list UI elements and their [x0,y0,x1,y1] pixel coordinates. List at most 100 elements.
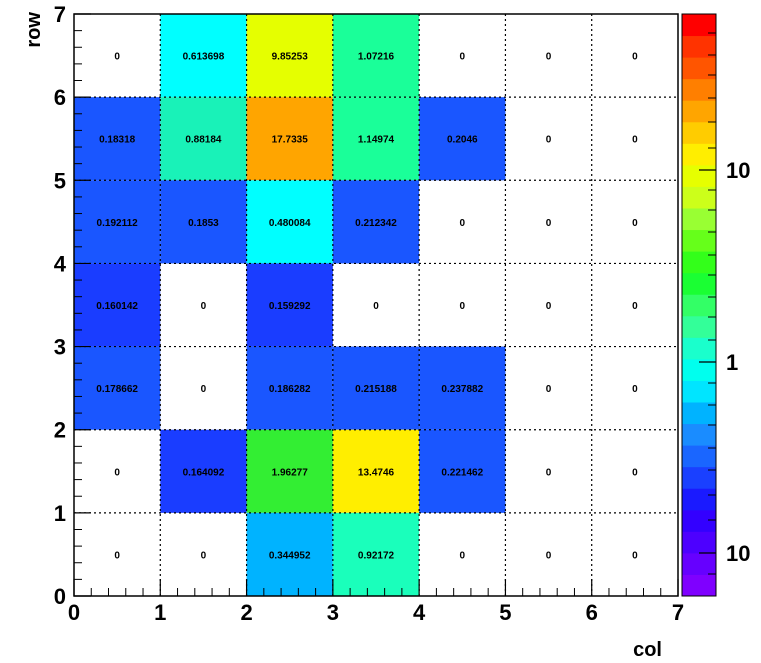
heatmap-cell [419,429,506,513]
colorbar-step [682,294,716,317]
colorbar-step [682,531,716,554]
colorbar-step [682,552,716,575]
cell-value-label: 0 [201,550,207,561]
heatmap-cell [332,346,420,430]
cell-value-label: 0 [632,467,638,478]
heatmap-cell [160,429,247,513]
heatmap-cell [246,346,333,430]
cell-value-label: 0 [546,52,552,63]
cell-value-label: 0.88184 [185,135,222,146]
cell-value-label: 0 [201,384,207,395]
heatmap-cell [160,14,247,98]
cell-value-label: 0 [546,135,552,146]
x-tick-label: 2 [240,600,252,625]
cell-value-label: 9.85253 [272,52,309,63]
colorbar-tick-label: 1 [726,350,738,375]
cell-value-label: 0 [546,467,552,478]
y-tick-label: 4 [54,251,67,276]
cell-value-label: 0.613698 [183,52,225,63]
heatmap-cell [246,180,333,264]
heatmap-cell [246,263,333,347]
cell-value-label: 0 [460,550,466,561]
cell-value-labels: 0 0.613698 9.85253 1.07216 0 0 0 0.18318 0.88184… [96,52,638,562]
x-tick-label: 5 [499,600,511,625]
cell-value-label: 0.480084 [269,218,311,229]
heatmap-cell [246,429,333,513]
heatmap-cell [246,512,333,596]
cell-value-label: 0.344952 [269,550,311,561]
x-axis-title: col [633,639,662,661]
cell-value-label: 0.221462 [441,467,483,478]
colorbar-step [682,509,716,532]
cell-value-label: 0 [460,218,466,229]
colorbar-step [682,488,716,511]
cell-value-label: 0 [632,384,638,395]
cell-value-label: 0 [114,52,120,63]
cell-value-label: 0.186282 [269,384,311,395]
heatmap-cell [332,180,420,264]
x-tick-label: 4 [413,600,426,625]
y-axis-title: row [23,12,45,48]
cell-value-label: 0.18318 [99,135,136,146]
cell-value-label: 0.215188 [355,384,397,395]
colorbar-step [682,57,716,80]
y-tick-label: 7 [54,2,66,27]
colorbar-step [682,272,716,295]
cell-value-label: 0 [632,301,638,312]
color-scale-bar: 10 1 10 [681,13,750,597]
heatmap-cell [332,97,420,181]
heatmap-cell [419,346,506,430]
heatmap-cell [74,97,161,181]
cell-value-label: 1.07216 [358,52,395,63]
y-tick-label: 5 [54,168,66,193]
cell-value-label: 0 [114,467,120,478]
plot-frame [73,13,679,597]
colorbar-step [682,423,716,446]
cell-value-label: 17.7335 [272,135,309,146]
y-tick-label: 0 [54,584,66,609]
cell-value-label: 0 [460,301,466,312]
colorbar-step [682,402,716,425]
cell-value-label: 0 [632,135,638,146]
heatmap-cell [160,97,247,181]
cell-value-label: 0.159292 [269,301,311,312]
cell-value-label: 0.178662 [96,384,138,395]
cell-value-label: 0.160142 [96,301,138,312]
axis-ticks: 0 1 2 3 4 5 6 7 0 1 2 3 4 5 6 7 [54,2,684,625]
cell-value-label: 0 [460,52,466,63]
colorbar-step [682,315,716,338]
grid-lines [74,14,678,596]
cell-value-label: 0 [632,52,638,63]
heatmap-cells [74,14,506,596]
cell-value-label: 0.2046 [447,135,478,146]
heatmap-cell [74,180,161,264]
heatmap-cell [332,429,420,513]
cell-value-label: 0.237882 [441,384,483,395]
colorbar-step [682,380,716,403]
colorbar-step [682,164,716,187]
colorbar-step [682,186,716,209]
colorbar-tick-label: 10 [726,541,750,566]
colorbar-frame [681,13,717,597]
cell-value-label: 0.212342 [355,218,397,229]
heatmap-cell [332,512,420,596]
y-tick-label: 1 [54,501,66,526]
colorbar-step [682,35,716,58]
cell-value-label: 0 [546,301,552,312]
heatmap-cell [246,97,333,181]
colorbar-step [682,208,716,231]
x-tick-label: 6 [586,600,598,625]
cell-value-label: 0 [201,301,207,312]
x-tick-label: 3 [327,600,339,625]
y-tick-label: 2 [54,418,66,443]
cell-value-label: 0 [114,550,120,561]
heatmap-cell [160,180,247,264]
x-tick-label: 1 [154,600,166,625]
colorbar-step [682,229,716,252]
y-tick-label: 3 [54,335,66,360]
heatmap-cell [246,14,333,98]
colorbar-step [682,251,716,274]
y-tick-label: 6 [54,85,66,110]
heatmap-cell [74,263,161,347]
